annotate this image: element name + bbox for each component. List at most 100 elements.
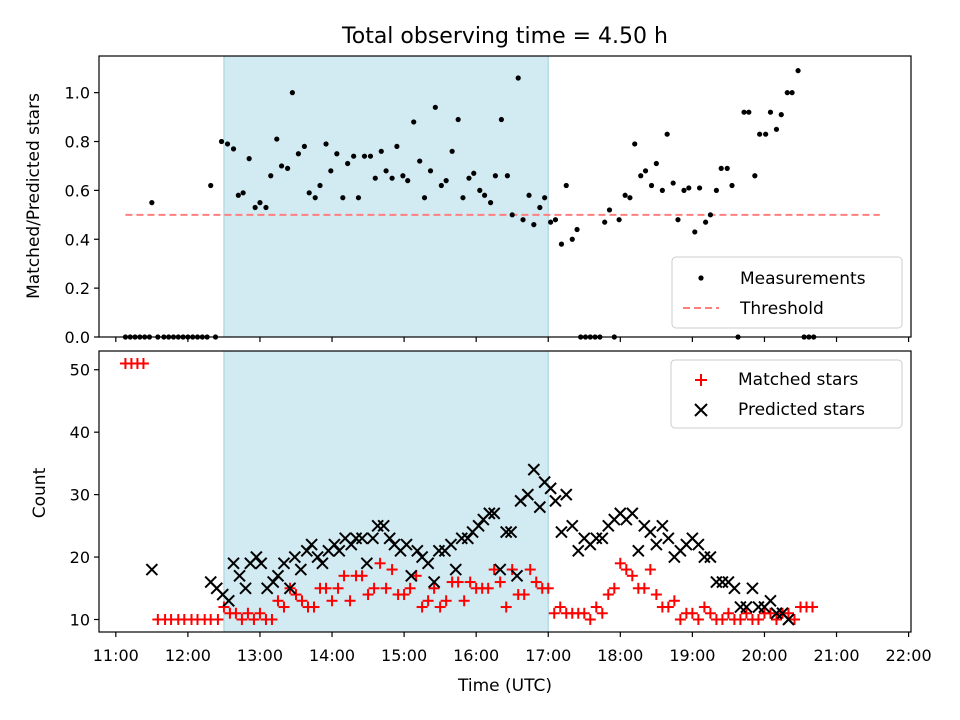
predicted-star-point <box>504 525 518 539</box>
predicted-star-point <box>764 594 777 607</box>
matched-star-point <box>320 582 332 594</box>
measurement-point <box>443 178 449 184</box>
bottom-y-tick-label: 10 <box>70 611 90 630</box>
predicted-star-point <box>590 532 603 545</box>
matched-star-point <box>620 564 632 576</box>
predicted-star-point <box>145 563 159 576</box>
measurement-point <box>686 185 692 191</box>
matched-star-point <box>494 576 506 588</box>
matched-star-point <box>686 607 698 619</box>
matched-star-point <box>740 607 752 619</box>
predicted-star-point <box>449 563 462 576</box>
matched-star-point <box>236 614 248 626</box>
bottom-y-tick-label: 20 <box>70 548 90 567</box>
measurement-point <box>378 148 384 154</box>
top-axes-frame <box>98 55 912 338</box>
measurement-point <box>334 151 340 157</box>
measurement-point <box>504 173 511 179</box>
predicted-star-point <box>400 538 413 551</box>
measurement-point <box>784 90 790 96</box>
measurement-point <box>394 143 400 150</box>
measurement-point <box>317 182 323 189</box>
measurement-point <box>224 141 231 147</box>
measurement-point <box>707 212 714 218</box>
measurement-point <box>648 182 655 189</box>
measurement-point <box>432 104 438 110</box>
measurement-point <box>372 175 378 181</box>
matched-star-point <box>807 601 819 613</box>
measurement-point <box>411 119 417 125</box>
matched-star-point <box>374 557 386 569</box>
measurement-point <box>778 112 784 118</box>
predicted-star-point <box>746 582 759 595</box>
measurement-point <box>664 131 670 137</box>
predicted-star-point <box>521 488 535 501</box>
predicted-star-point <box>555 525 568 539</box>
predicted-star-point <box>472 519 485 533</box>
top-shaded-interval <box>223 55 549 338</box>
measurement-point <box>752 173 758 179</box>
predicted-star-point <box>499 525 513 539</box>
matched-star-point <box>692 614 704 626</box>
predicted-star-point <box>266 575 280 589</box>
matched-star-point <box>212 614 224 626</box>
predicted-star-point <box>544 482 557 495</box>
matched-star-point <box>380 582 392 594</box>
predicted-star-point <box>716 575 729 589</box>
measurement-point <box>274 136 280 142</box>
predicted-star-point <box>300 544 314 558</box>
predicted-star-point <box>294 563 308 576</box>
x-tick-label: 16:00 <box>453 646 499 665</box>
measurement-point <box>616 217 622 223</box>
matched-star-point <box>524 564 536 576</box>
measurement-point <box>235 192 241 198</box>
predicted-star-point <box>698 550 711 564</box>
matched-star-point <box>416 601 428 613</box>
measurement-point <box>284 165 291 171</box>
measurement-point <box>312 195 318 201</box>
matched-star-point <box>638 582 650 594</box>
legend-label-predicted: Predicted stars <box>738 400 865 420</box>
matched-star-point <box>440 595 452 607</box>
matched-star-point <box>428 582 440 594</box>
measurement-point <box>552 217 559 223</box>
predicted-star-point <box>311 550 324 564</box>
matched-star-point <box>488 564 500 576</box>
measurement-point <box>492 173 498 179</box>
matched-star-point <box>266 614 278 626</box>
matched-star-point <box>782 607 794 619</box>
predicted-star-point <box>254 557 268 570</box>
top-y-tick-label: 0.6 <box>65 181 90 200</box>
matched-star-point <box>530 576 542 588</box>
measurement-point <box>323 141 329 147</box>
matched-star-point <box>650 589 662 601</box>
predicted-star-point <box>493 563 507 576</box>
x-tick-label: 21:00 <box>813 646 859 665</box>
predicted-star-point <box>549 494 562 508</box>
measurement-point <box>487 200 494 206</box>
measurement-point <box>659 187 665 193</box>
measurement-point <box>246 156 252 162</box>
x-tick-label: 20:00 <box>741 646 787 665</box>
measurement-point <box>208 182 214 189</box>
predicted-star-point <box>239 582 252 595</box>
top-y-tick-label: 0.2 <box>65 279 90 298</box>
measurement-point <box>306 190 312 196</box>
matched-star-point <box>458 595 470 607</box>
matched-star-point <box>248 614 260 626</box>
matched-star-point <box>578 607 590 619</box>
matched-star-point <box>752 614 764 626</box>
measurement-point <box>757 131 763 137</box>
matched-star-point <box>542 582 554 594</box>
measurement-point <box>278 163 285 169</box>
predicted-star-point <box>360 557 374 570</box>
predicted-star-point <box>427 575 441 589</box>
matched-star-point <box>464 576 476 588</box>
matched-star-point <box>554 601 566 613</box>
measurement-point <box>263 204 269 211</box>
predicted-star-point <box>355 532 369 545</box>
predicted-star-point <box>740 600 753 614</box>
bottom-y-tick-label: 30 <box>70 486 90 505</box>
predicted-star-point <box>782 613 795 626</box>
